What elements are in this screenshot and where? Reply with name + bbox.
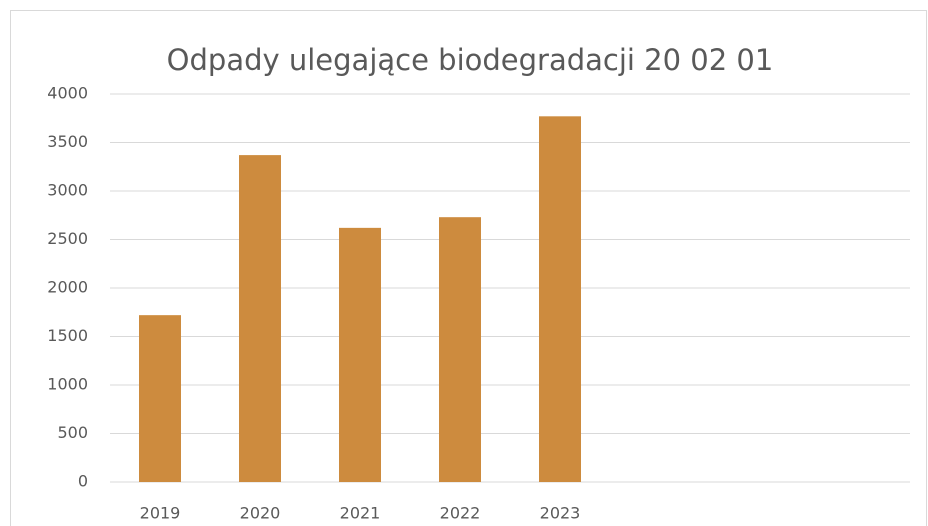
x-tick-label: 2020 [240,504,281,523]
y-tick-label: 2000 [47,278,88,297]
y-tick-label: 3500 [47,132,88,151]
x-tick-label: 2022 [440,504,481,523]
x-tick-label: 2023 [540,504,581,523]
bar [139,315,181,482]
y-tick-label: 500 [57,423,88,442]
y-tick-label: 3000 [47,181,88,200]
chart-title: Odpady ulegające biodegradacji 20 02 01 [167,43,774,77]
y-tick-label: 2500 [47,229,88,248]
y-tick-label: 4000 [47,84,88,103]
bar [339,227,381,482]
y-tick-label: 1000 [47,375,88,394]
x-tick-label: 2019 [140,504,181,523]
bar [539,116,581,482]
x-tick-label: 2021 [340,504,381,523]
y-tick-label: 0 [78,472,88,491]
bar [439,217,481,482]
y-tick-label: 1500 [47,326,88,345]
bar [239,155,281,483]
